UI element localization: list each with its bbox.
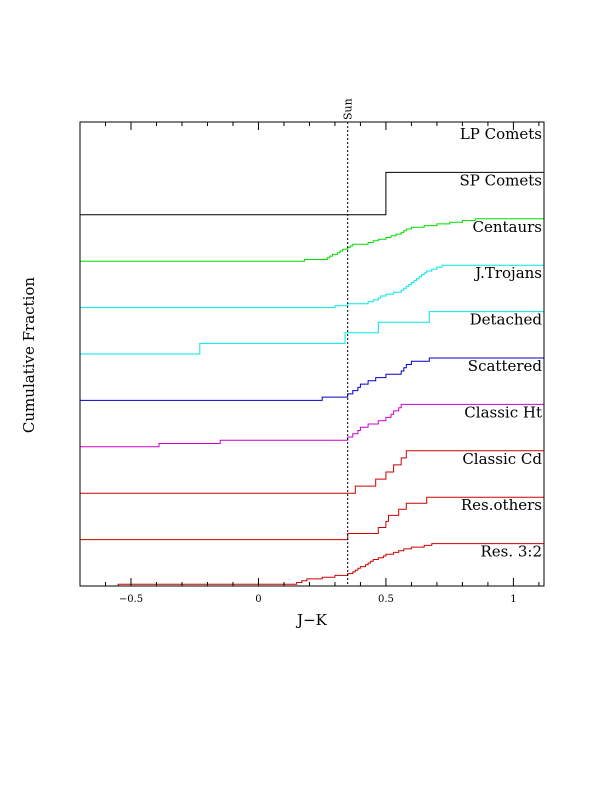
x-axis-ticks bbox=[79, 122, 540, 586]
series-sp-comets-curve bbox=[80, 171, 544, 216]
series-res-others-curve bbox=[80, 496, 544, 541]
series-j-trojans-curve bbox=[80, 264, 544, 309]
series-centaurs-curve bbox=[80, 218, 544, 262]
sun-label: Sun bbox=[342, 98, 355, 120]
series-classic-cd-curve bbox=[80, 450, 544, 494]
series-sp-comets-label: SP Comets bbox=[460, 171, 542, 189]
y-axis-label: Cumulative Fraction bbox=[20, 276, 38, 434]
series-scattered-curve bbox=[80, 357, 544, 401]
series-detached-curve bbox=[80, 311, 544, 355]
x-tick-label: 0 bbox=[255, 594, 261, 605]
plot-frame bbox=[79, 121, 545, 587]
x-tick-label: 0.5 bbox=[378, 594, 394, 605]
series-res-3-2-curve bbox=[80, 543, 544, 587]
series-classic-cd-label: Classic Cd bbox=[462, 450, 542, 468]
x-axis-tick-labels: −0.5 0 0.5 1 bbox=[119, 594, 517, 605]
series-layer bbox=[80, 171, 544, 587]
series-lp-comets-label: LP Comets bbox=[460, 125, 542, 143]
series-classic-ht-label: Classic Ht bbox=[464, 403, 542, 421]
x-tick-label: 1 bbox=[510, 594, 516, 605]
series-res-3-2-label: Res. 3:2 bbox=[480, 543, 542, 561]
series-labels: LP Comets SP Comets Centaurs J.Trojans Detac… bbox=[460, 125, 543, 561]
series-classic-ht-curve bbox=[80, 403, 544, 448]
x-tick-label: −0.5 bbox=[119, 594, 143, 605]
series-res-others-label: Res.others bbox=[461, 496, 542, 514]
series-centaurs-label: Centaurs bbox=[472, 218, 542, 236]
series-detached-label: Detached bbox=[470, 311, 543, 329]
series-scattered-label: Scattered bbox=[468, 357, 543, 375]
x-axis-label: J−K bbox=[297, 611, 327, 629]
series-j-trojans-label: J.Trojans bbox=[473, 264, 542, 282]
